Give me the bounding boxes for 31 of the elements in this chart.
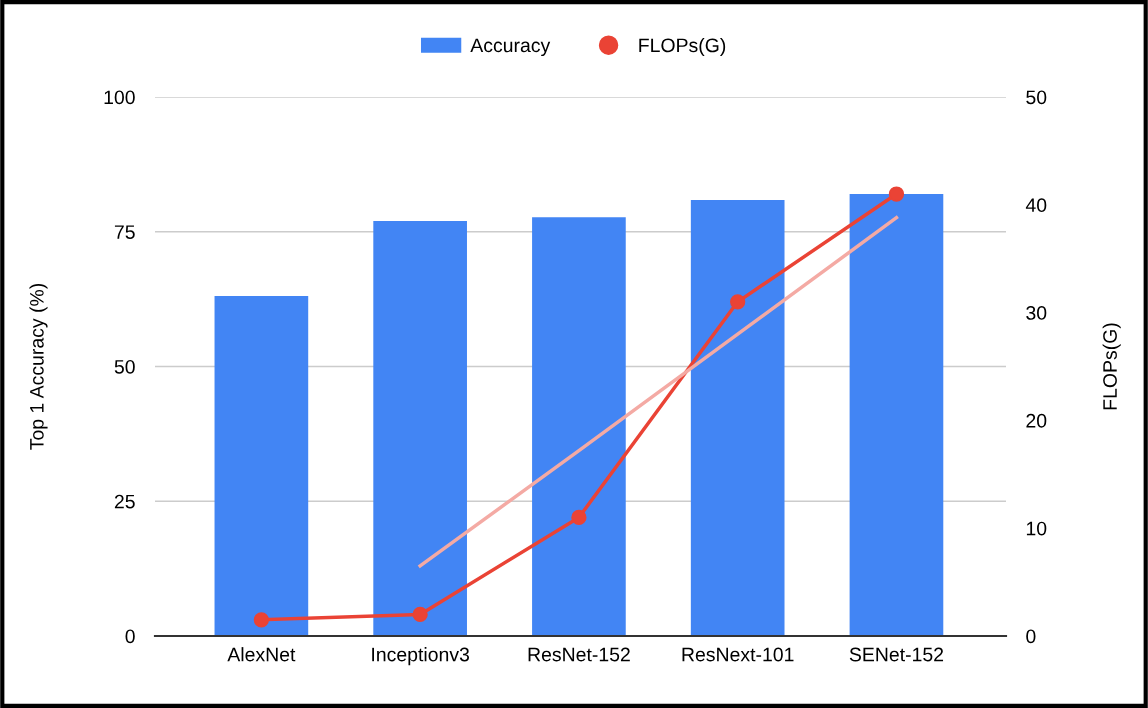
x-tick-label: ResNext-101 (682, 647, 794, 662)
y-tick-label: 0 (125, 629, 135, 644)
legend-label: Accuracy (470, 38, 551, 57)
y2-tick-label: 10 (1026, 521, 1047, 536)
y2-tick-label: 40 (1025, 198, 1047, 213)
point (412, 606, 428, 623)
x-tick-label: AlexNet (227, 647, 296, 662)
legend-label: FLOPs(G) (639, 37, 726, 57)
y2-tick-label: 30 (1026, 306, 1047, 320)
y2-tick-label: 50 (1026, 90, 1047, 105)
y-tick-label: 50 (114, 359, 135, 374)
bar (214, 295, 309, 636)
point (888, 186, 905, 202)
y-axis-title: Top 1 Accuracy (%) (29, 283, 48, 450)
line-series (418, 216, 899, 568)
y-tick-label: 75 (114, 225, 135, 239)
bar (849, 194, 944, 636)
y-tick-label: 25 (114, 494, 135, 509)
x-tick-label: Inceptionv3 (372, 647, 470, 666)
y2-tick-label: 20 (1026, 413, 1047, 428)
x-tick-label: ResNet-152 (528, 647, 630, 662)
y-tick-label: 100 (104, 90, 135, 105)
point (730, 294, 746, 310)
point (253, 612, 270, 628)
bar (532, 217, 626, 636)
bar (373, 220, 467, 636)
x-tick-label: SENet-152 (849, 647, 944, 662)
y2-tick-label: 0 (1026, 629, 1036, 644)
point (571, 509, 587, 526)
y2-axis-title: FLOPs(G) (1102, 323, 1121, 410)
bar (690, 199, 785, 636)
